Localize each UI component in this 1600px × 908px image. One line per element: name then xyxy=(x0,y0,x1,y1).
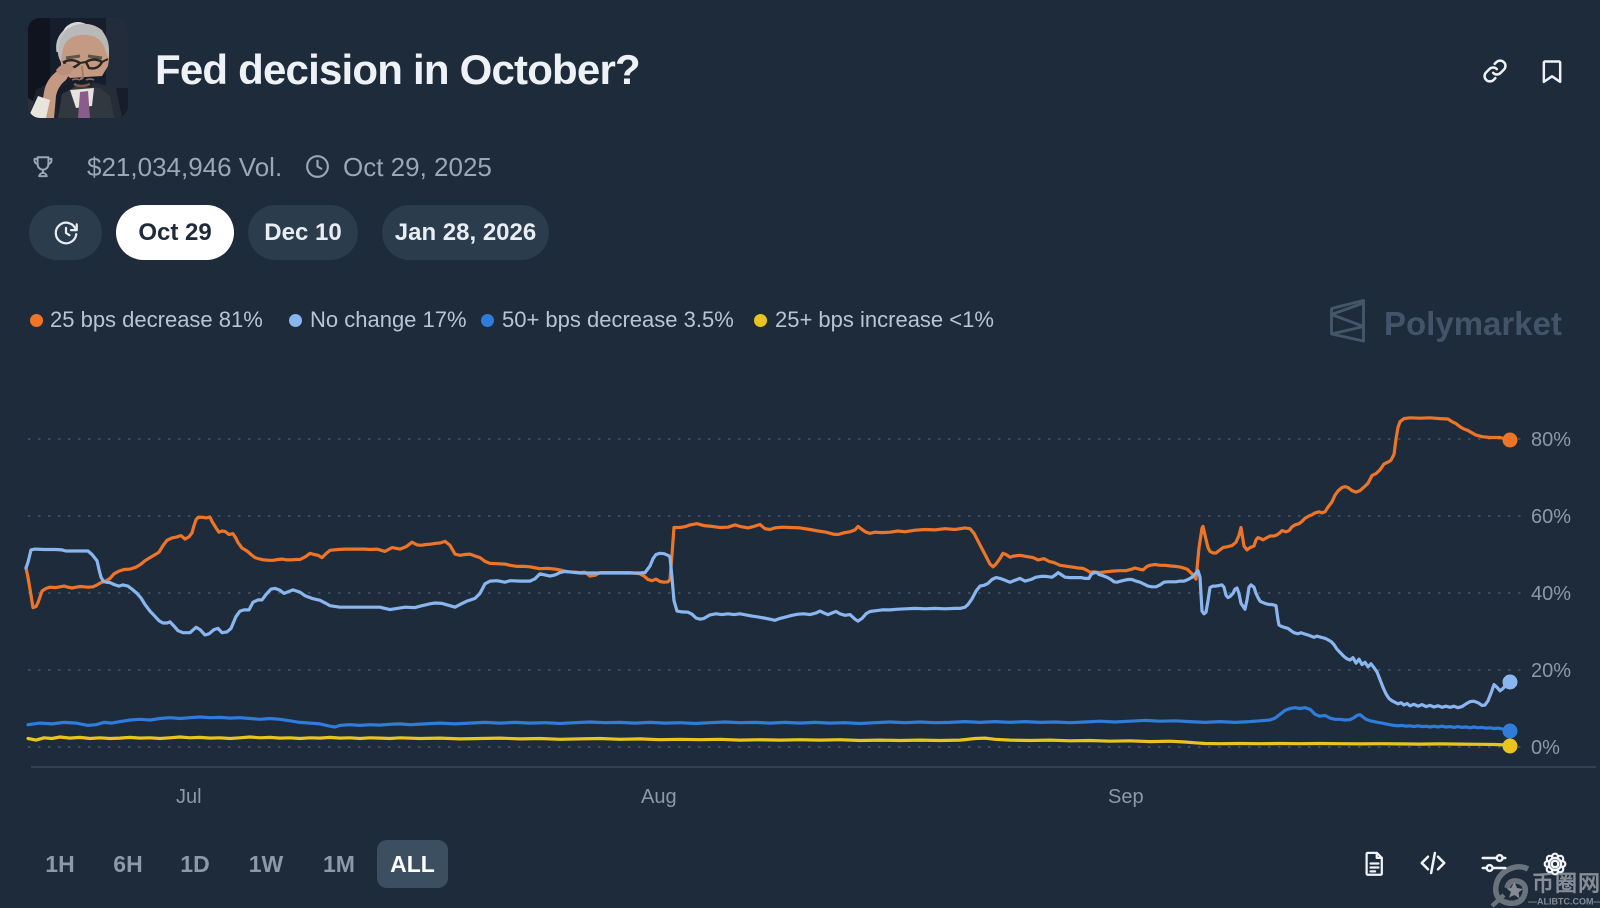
svg-text:—ALIBTC.COM—: —ALIBTC.COM— xyxy=(1528,897,1600,907)
svg-text:币圈网: 币圈网 xyxy=(1532,871,1600,896)
